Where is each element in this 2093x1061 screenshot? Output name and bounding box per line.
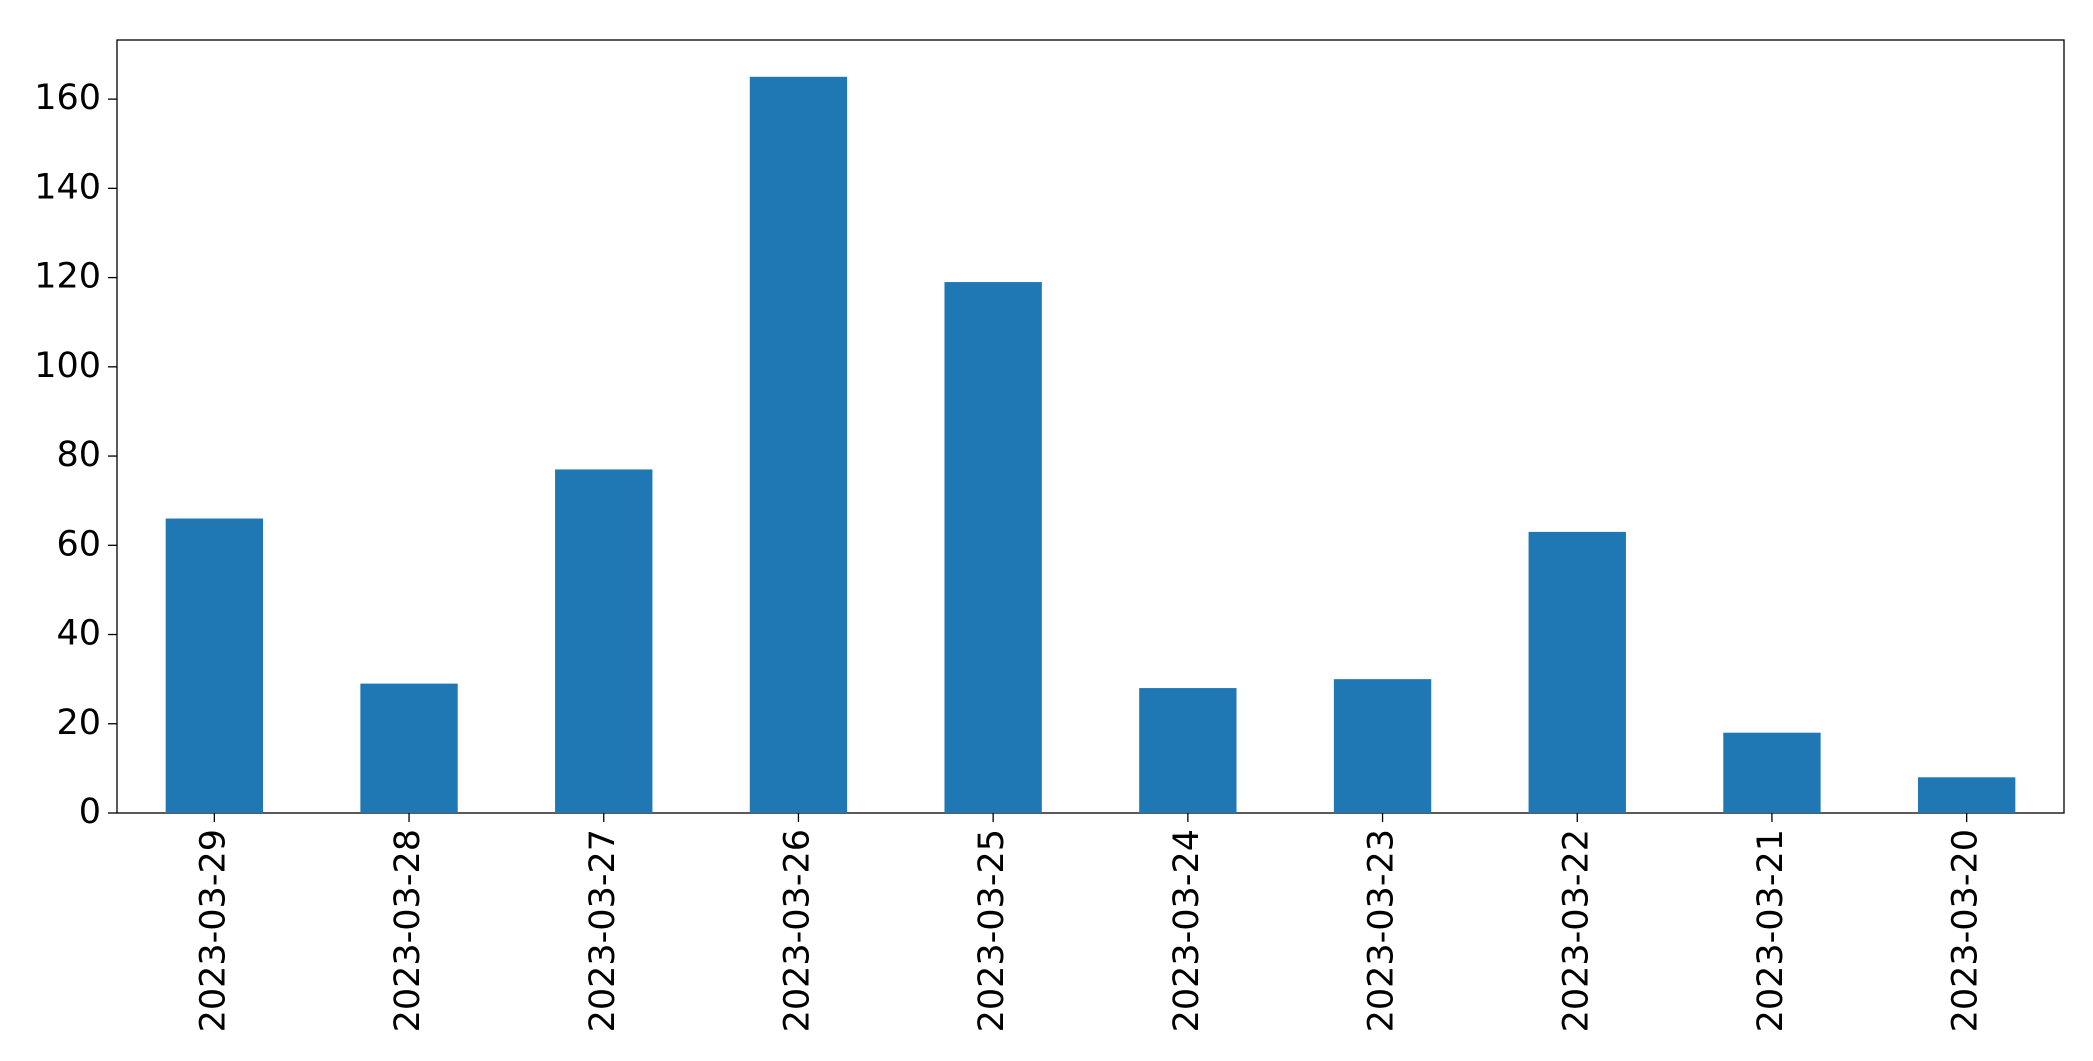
- bar: [1333, 679, 1432, 813]
- x-tick-label: 2023-03-22: [1556, 829, 1596, 1032]
- y-tick-label: 160: [34, 78, 101, 118]
- x-tick-label: 2023-03-24: [1167, 829, 1207, 1032]
- y-tick-label: 120: [34, 257, 101, 297]
- x-tick-label: 2023-03-28: [388, 829, 428, 1032]
- y-tick-label: 40: [56, 614, 101, 654]
- y-tick-label: 100: [34, 346, 101, 386]
- x-tick-label: 2023-03-21: [1751, 829, 1791, 1032]
- y-tick-label: 60: [56, 524, 101, 564]
- bar: [165, 518, 264, 813]
- y-tick-label: 140: [34, 167, 101, 207]
- bar: [1917, 777, 2016, 813]
- y-tick-label: 80: [56, 435, 101, 475]
- x-tick-label: 2023-03-23: [1362, 829, 1402, 1032]
- bar: [944, 282, 1042, 813]
- y-tick-label: 20: [56, 703, 101, 743]
- y-tick-label: 0: [79, 792, 101, 832]
- x-tick-label: 2023-03-27: [583, 829, 623, 1032]
- bar: [1528, 531, 1626, 813]
- x-tick-label: 2023-03-25: [972, 829, 1012, 1032]
- bar: [1723, 732, 1821, 813]
- bar: [749, 76, 848, 814]
- bar: [360, 683, 458, 813]
- x-tick-label: 2023-03-20: [1946, 829, 1986, 1032]
- x-tick-label: 2023-03-26: [777, 829, 817, 1032]
- bar: [1139, 688, 1237, 813]
- plot-frame: [116, 39, 2065, 814]
- x-tick-label: 2023-03-29: [193, 829, 233, 1032]
- bar: [555, 469, 653, 813]
